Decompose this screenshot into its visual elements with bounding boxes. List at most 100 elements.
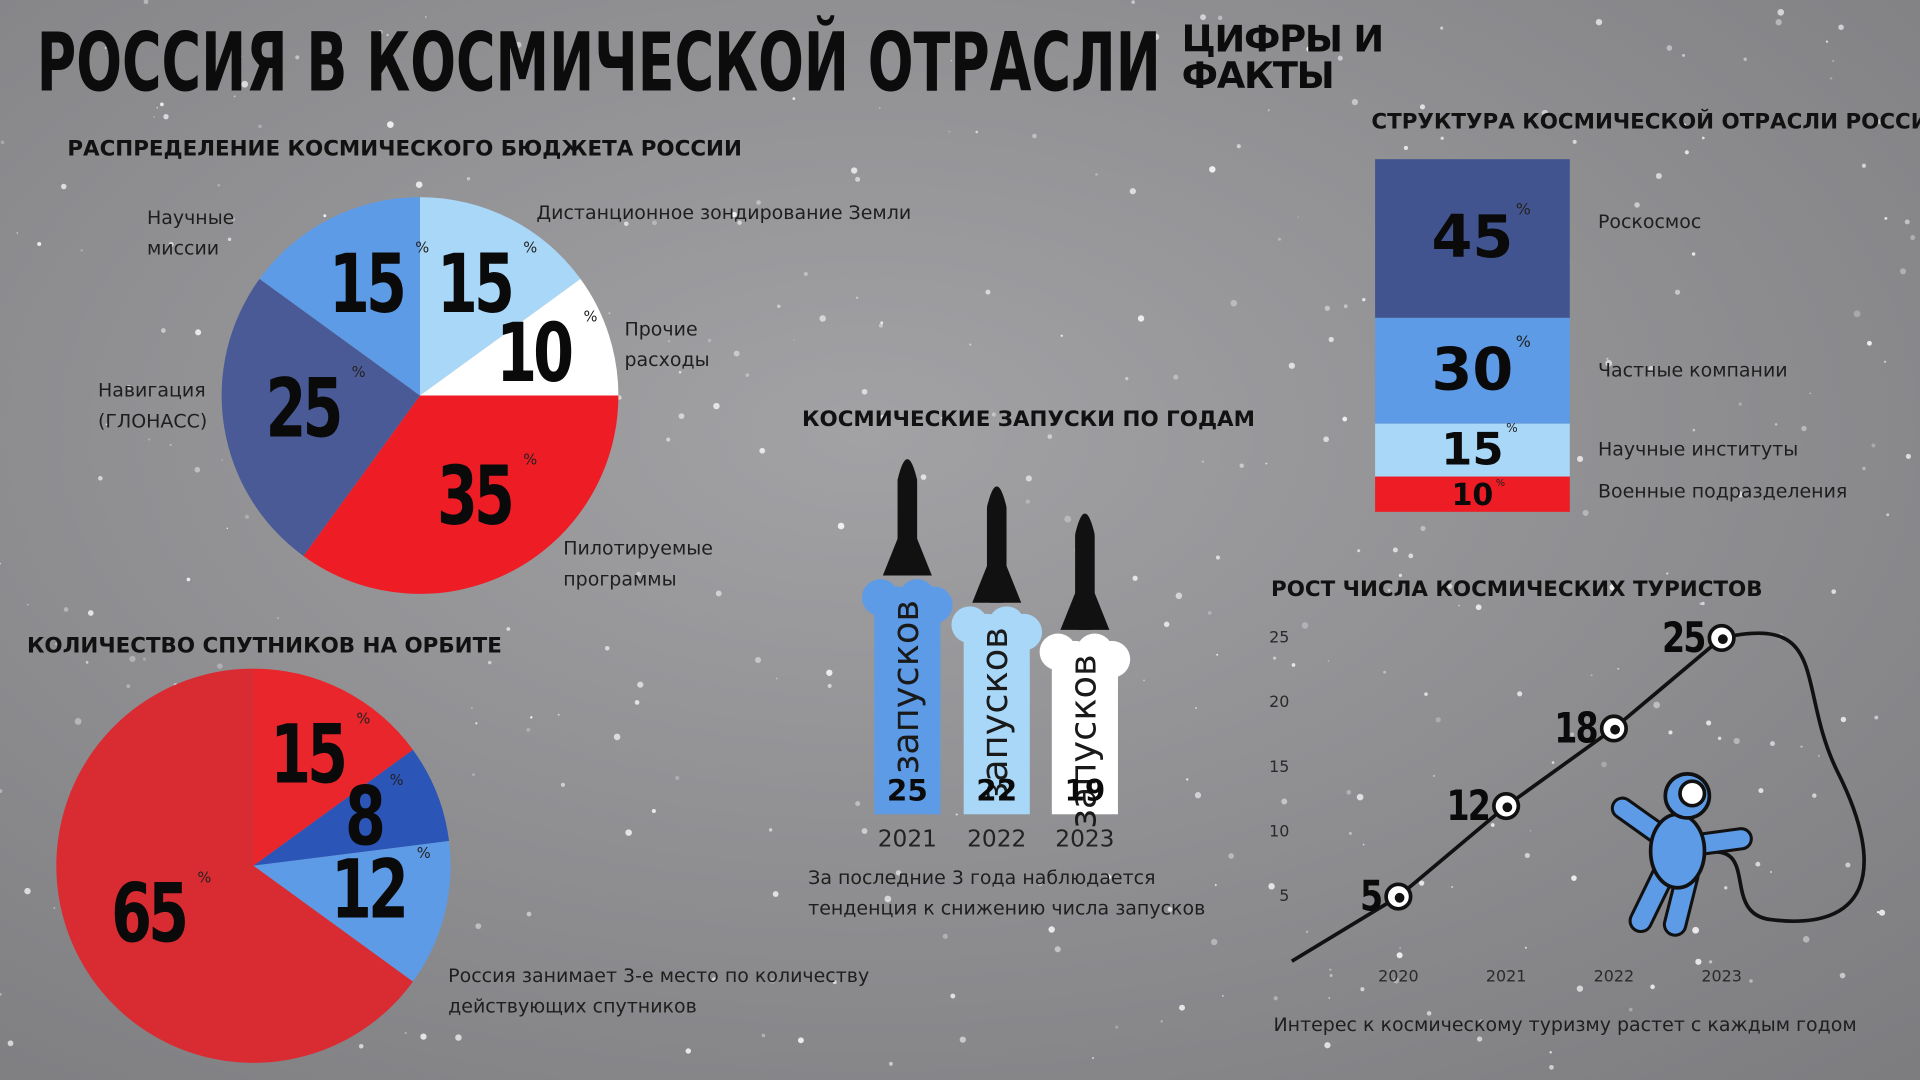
star [1038, 882, 1043, 887]
x-tick-label: 2021 [878, 826, 937, 853]
star [1648, 365, 1655, 373]
star [1435, 717, 1441, 723]
star [258, 124, 262, 129]
star [1517, 691, 1523, 697]
star [1163, 621, 1170, 628]
star [851, 167, 858, 174]
star [129, 655, 136, 663]
star [244, 514, 250, 519]
point-dot [1610, 724, 1620, 735]
annotation: Интерес к космическому туризму растет с … [1273, 1013, 1857, 1036]
star [1733, 737, 1740, 745]
star [1529, 829, 1532, 832]
star [1769, 870, 1773, 874]
star [1389, 969, 1391, 971]
star [475, 722, 478, 725]
bar-segment [1375, 476, 1570, 512]
category-label-box: Научные миссии [147, 207, 234, 260]
page-subtitle: ЦИФРЫ И ФАКТЫ [1181, 22, 1384, 98]
star [142, 657, 146, 661]
star [85, 660, 89, 664]
star [1825, 40, 1829, 43]
point-dot [1717, 634, 1728, 645]
star [959, 1036, 966, 1043]
rocket-nose [897, 459, 918, 480]
category-label-box: Прочие расходы [624, 318, 709, 371]
star [1064, 515, 1072, 523]
star [1724, 886, 1728, 890]
annotation: Россия занимает 3-е место по количеству … [448, 964, 870, 1018]
star [1211, 938, 1218, 946]
star [1025, 499, 1031, 504]
star [1323, 436, 1329, 443]
star [323, 214, 327, 218]
star [1324, 305, 1331, 311]
value-label: 19 [1064, 774, 1105, 808]
bar [1051, 642, 1118, 815]
value-label: 22 [976, 774, 1017, 808]
star [1273, 996, 1278, 1001]
star [1209, 166, 1216, 173]
star [1215, 555, 1221, 560]
star [526, 911, 532, 917]
annotation-box: Интерес к космическому туризму растет с … [1273, 1013, 1857, 1036]
star [1802, 936, 1810, 943]
star [737, 220, 742, 225]
star [1420, 525, 1426, 532]
star [731, 211, 737, 218]
percent-sign: % [352, 364, 366, 381]
star [424, 16, 427, 18]
star [1899, 268, 1907, 275]
value-label: 35 [437, 448, 511, 543]
star [1845, 862, 1851, 868]
star [325, 82, 329, 86]
star [1301, 622, 1309, 629]
star [506, 627, 511, 631]
star [769, 977, 776, 984]
star [217, 183, 221, 187]
star [942, 933, 948, 939]
star [1048, 926, 1055, 933]
star [143, 0, 149, 5]
star [1115, 1025, 1119, 1029]
percent-sign: % [390, 772, 404, 789]
star [604, 646, 610, 651]
star [195, 329, 202, 336]
star [0, 992, 2, 996]
value-label: 10 [1452, 478, 1494, 513]
star [1635, 580, 1637, 582]
star [24, 887, 31, 895]
star [1861, 163, 1867, 168]
star [668, 340, 670, 343]
star [707, 338, 712, 343]
star [420, 1033, 427, 1040]
star [1549, 1051, 1552, 1054]
page-title: РОССИЯ В КОСМИЧЕСКОЙ ОТРАСЛИ [37, 16, 1161, 111]
star [1194, 792, 1202, 799]
star [1383, 670, 1387, 674]
star [1214, 884, 1217, 887]
star [1328, 336, 1334, 343]
star [1668, 730, 1673, 735]
star [1684, 150, 1689, 155]
y-tick-label: 20 [1269, 692, 1289, 711]
star [950, 993, 956, 999]
star [1424, 692, 1428, 696]
star [1576, 985, 1584, 992]
pie-slice [303, 395, 619, 594]
star [1840, 716, 1847, 723]
percent-sign: % [583, 309, 597, 326]
value-label: 65 [111, 866, 185, 961]
star [1666, 572, 1669, 575]
legend-label: Частные компании [1598, 359, 1788, 381]
section-title: РОСТ ЧИСЛА КОСМИЧЕСКИХ ТУРИСТОВ [1271, 577, 1763, 602]
star [1871, 443, 1876, 448]
bar-text: запусков [884, 600, 927, 774]
astronaut [1610, 772, 1753, 937]
star [87, 610, 94, 616]
star [1201, 460, 1205, 463]
y-tick-label: 15 [1269, 757, 1289, 776]
star [194, 466, 201, 473]
star [1650, 984, 1655, 990]
star [1297, 216, 1300, 218]
